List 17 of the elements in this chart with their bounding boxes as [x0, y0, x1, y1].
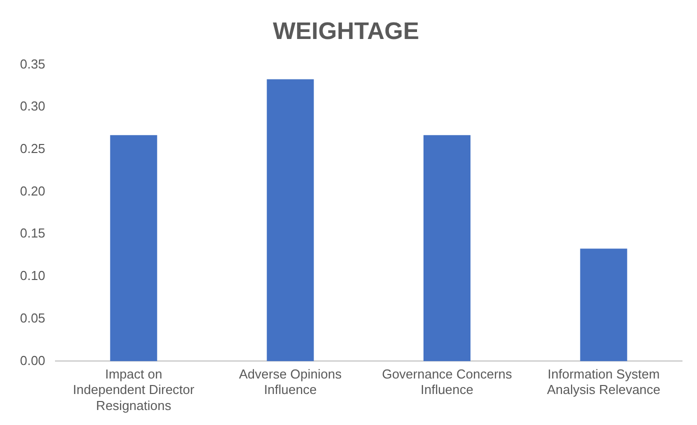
x-tick-label: Adverse Opinions Influence — [239, 366, 342, 398]
y-tick-label: 0.15 — [20, 226, 46, 241]
y-tick-label: 0.35 — [20, 56, 46, 72]
y-tick-label: 0.10 — [20, 268, 46, 284]
x-tick-label: Information System Analysis Relevance — [546, 366, 660, 398]
bar — [423, 135, 470, 362]
y-tick-label: 0.25 — [20, 141, 46, 156]
y-tick-label: 0.05 — [20, 310, 46, 326]
y-tick-label: 0.30 — [20, 98, 46, 114]
bar — [110, 135, 158, 362]
chart-title: WEIGHTAGE — [272, 18, 420, 46]
y-tick-label: 0.00 — [20, 352, 46, 368]
y-tick-label: 0.20 — [20, 183, 46, 198]
x-tick-label: Governance Concerns Influence — [382, 366, 513, 398]
x-tick-label: Impact on Independent Director Resignations — [72, 366, 196, 413]
bar — [266, 79, 314, 362]
bar — [580, 248, 628, 362]
